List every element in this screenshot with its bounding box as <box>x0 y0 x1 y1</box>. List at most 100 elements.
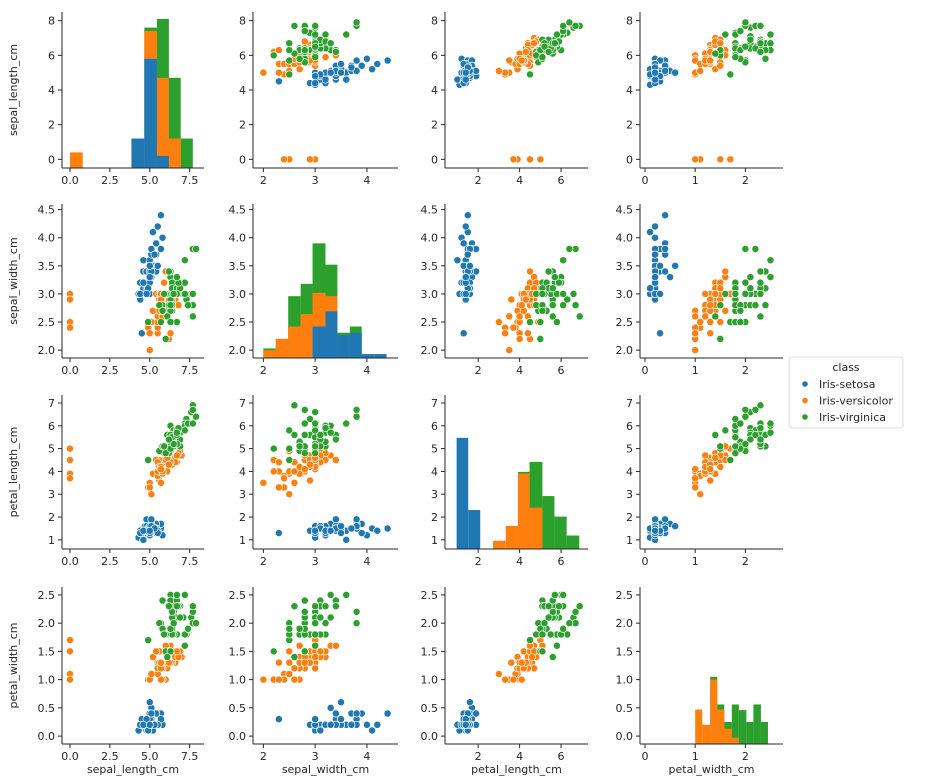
y-tick-label: 5 <box>431 443 438 456</box>
scatter-point <box>153 222 162 231</box>
y-tick-label: 0 <box>239 153 246 166</box>
scatter-point <box>285 670 294 678</box>
scatter-point <box>326 590 335 599</box>
scatter-point <box>575 602 584 611</box>
scatter-point <box>494 66 503 75</box>
scatter-point <box>316 430 325 439</box>
x-axis-label: petal_length_cm <box>471 763 562 776</box>
scatter-point <box>716 334 725 343</box>
scatter-point <box>342 75 351 84</box>
scatter-point <box>311 619 320 628</box>
y-tick-label: 0.5 <box>616 702 634 715</box>
x-tick-label: 2 <box>260 555 267 568</box>
scatter-point <box>311 630 320 639</box>
x-tick-label: 2 <box>260 364 267 377</box>
x-axis-label: sepal_width_cm <box>282 763 369 776</box>
scatter-point <box>145 261 154 270</box>
hist-bar <box>724 728 732 744</box>
scatter-point <box>651 75 660 84</box>
y-tick-label: 6 <box>431 49 438 62</box>
scatter-point <box>461 273 470 282</box>
panel-petal_length_cm-vs-sepal_width_cm: 2 3 4 1 2 3 4 5 6 7 <box>239 395 398 568</box>
panel-sepal_length_cm-vs-sepal_width_cm: 2 3 4 0 2 4 6 8 <box>239 12 398 187</box>
x-tick-label: 0 <box>642 750 649 763</box>
scatter-point <box>164 602 173 611</box>
scatter-point <box>326 703 335 712</box>
scatter-point <box>66 295 74 304</box>
scatter-point <box>259 68 268 77</box>
scatter-point <box>147 490 156 499</box>
panel-petal_width_cm-vs-sepal_length_cm: 0.0 2.5 5.0 7.5 0.0 0.5 1.0 1.5 2.0 2.5 <box>38 587 204 763</box>
hist-bar <box>312 326 326 358</box>
scatter-point <box>548 284 557 293</box>
x-tick-label: 7.5 <box>181 555 199 568</box>
scatter-point <box>192 619 200 628</box>
y-tick-label: 3 <box>431 488 438 501</box>
scatter-point <box>300 647 309 656</box>
scatter-point <box>373 720 382 729</box>
scatter-point <box>300 658 309 667</box>
scatter-point <box>706 465 715 474</box>
y-tick-label: 1.5 <box>616 645 634 658</box>
y-tick-label: 0.5 <box>421 702 439 715</box>
y-tick-label: 5 <box>626 443 633 456</box>
scatter-point <box>726 155 735 164</box>
x-tick-label: 4 <box>363 555 370 568</box>
scatter-point <box>656 289 665 298</box>
scatter-point <box>761 301 770 310</box>
scatter-point <box>383 56 392 65</box>
scatter-point <box>521 295 530 304</box>
scatter-point <box>311 442 320 451</box>
x-tick-label: 5.0 <box>141 750 159 763</box>
scatter-point <box>321 619 330 628</box>
scatter-point <box>368 65 377 74</box>
scatter-point <box>290 478 299 487</box>
scatter-point <box>373 526 382 535</box>
scatter-point <box>716 301 725 310</box>
scatter-point <box>188 602 197 611</box>
scatter-point <box>169 440 178 449</box>
scatter-point <box>696 66 705 75</box>
scatter-point <box>741 289 750 298</box>
y-tick-label: 8 <box>48 15 55 28</box>
scatter-point <box>331 47 340 56</box>
scatter-point <box>746 284 755 293</box>
scatter-point <box>285 647 294 656</box>
scatter-point <box>731 53 740 62</box>
scatter-point <box>691 474 700 483</box>
scatter-point <box>145 698 154 707</box>
y-tick-label: 4 <box>239 84 246 97</box>
scatter-point <box>306 460 314 469</box>
scatter-point <box>711 49 720 58</box>
scatter-point <box>656 329 665 338</box>
scatter-point <box>156 318 165 326</box>
x-tick-label: 2.5 <box>101 750 119 763</box>
scatter-point <box>337 715 345 724</box>
scatter-point <box>180 590 189 599</box>
y-tick-label: 1.0 <box>616 674 634 687</box>
scatter-point <box>331 435 340 444</box>
scatter-point <box>761 54 770 63</box>
scatter-point <box>66 323 74 332</box>
scatter-point <box>342 535 351 544</box>
scatter-point <box>548 312 557 321</box>
scatter-point <box>357 529 366 537</box>
y-tick-label: 2.5 <box>616 316 634 329</box>
scatter-point <box>741 245 750 253</box>
scatter-point <box>172 602 181 611</box>
y-tick-label: 8 <box>626 15 633 28</box>
y-tick-label: 2.5 <box>616 589 634 602</box>
y-tick-label: 2.5 <box>38 589 56 602</box>
legend: class Iris-setosa Iris-versicolor Iris-virg… <box>788 356 904 429</box>
scatter-point <box>711 453 720 462</box>
scatter-point <box>156 478 165 487</box>
scatter-point <box>505 346 514 355</box>
scatter-point <box>550 39 559 48</box>
y-tick-label: 2.0 <box>616 344 634 357</box>
legend-entry: Iris-versicolor <box>819 395 893 408</box>
scatter-point <box>160 630 169 639</box>
scatter-point <box>352 619 361 628</box>
panel-sepal_width_cm-vs-sepal_length_cm: 0.0 2.5 5.0 7.5 2.0 2.5 3.0 3.5 4.0 4.5 <box>38 204 204 377</box>
scatter-point <box>521 47 530 56</box>
scatter-point <box>326 613 335 622</box>
